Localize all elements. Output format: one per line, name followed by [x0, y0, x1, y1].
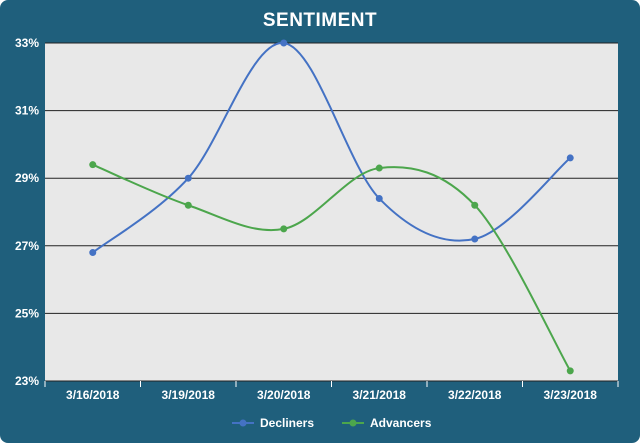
plot-area	[45, 43, 618, 381]
legend: Decliners Advancers	[232, 416, 432, 430]
data-point	[471, 201, 479, 209]
x-tick-label: 3/19/2018	[162, 388, 216, 402]
legend-item: Decliners	[232, 416, 314, 430]
data-point	[89, 249, 97, 257]
data-point	[280, 225, 288, 233]
x-tick-label: 3/22/2018	[448, 388, 502, 402]
series-line	[92, 163, 572, 372]
data-point	[566, 367, 574, 375]
x-tick-label: 3/21/2018	[353, 388, 407, 402]
data-point	[89, 161, 97, 169]
data-point	[184, 174, 192, 182]
y-tick-label: 27%	[15, 239, 39, 253]
legend-label: Decliners	[260, 416, 314, 430]
data-point	[566, 154, 574, 162]
y-tick-label: 33%	[15, 36, 39, 50]
x-axis: 3/16/2018 3/19/2018 3/20/2018 3/21/2018 3/22…	[44, 381, 619, 402]
legend-marker	[239, 419, 247, 427]
series-line	[92, 41, 571, 254]
y-axis: 23% 25% 27% 29% 31% 33%	[15, 36, 39, 388]
x-tick-label: 3/20/2018	[257, 388, 311, 402]
x-tick-label: 3/23/2018	[544, 388, 598, 402]
series-layer	[89, 39, 574, 375]
chart-title: SENTIMENT	[262, 10, 378, 31]
data-point	[280, 39, 288, 47]
y-tick-label: 23%	[15, 374, 39, 388]
legend-marker	[349, 419, 357, 427]
data-point	[375, 164, 383, 172]
data-point	[471, 235, 479, 243]
data-point	[184, 201, 192, 209]
series-advancers	[89, 161, 574, 375]
legend-item: Advancers	[342, 416, 432, 430]
y-tick-label: 29%	[15, 171, 39, 185]
x-tick-label: 3/16/2018	[66, 388, 120, 402]
series-decliners	[89, 39, 574, 257]
legend-label: Advancers	[370, 416, 432, 430]
y-tick-label: 25%	[15, 306, 39, 320]
data-point	[375, 194, 383, 202]
y-tick-label: 31%	[15, 104, 39, 118]
